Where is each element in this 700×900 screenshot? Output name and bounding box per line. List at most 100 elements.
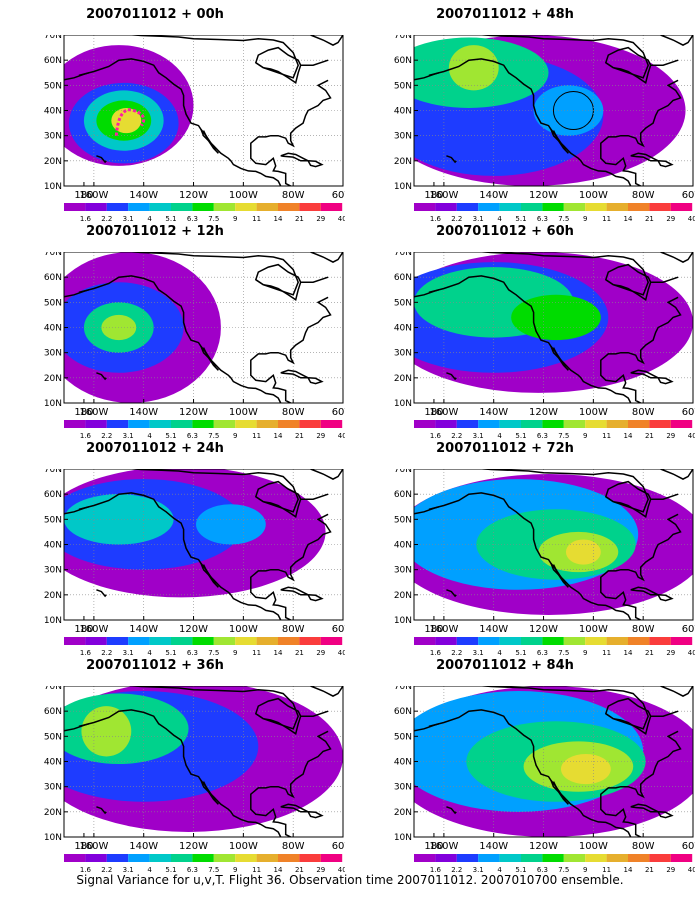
coastline <box>125 252 329 296</box>
x-tick-label: 60W <box>682 624 695 635</box>
colorbar-label: 7.5 <box>558 215 569 223</box>
colorbar-label: 5.1 <box>515 649 526 657</box>
colorbar-label: 21 <box>645 215 654 223</box>
x-tick-label: 120W <box>179 407 208 418</box>
coastline <box>125 35 329 79</box>
colorbar-label: 11 <box>252 432 261 440</box>
panel-12h: 2007011012 + 12h 10N 20N 30N 40N 50N 60N 70N 18… <box>5 222 345 440</box>
x-tick-label: 100W <box>229 624 258 635</box>
panel-36h: 2007011012 + 36h 10N 20N 30N 40N 50N 60N 70N 18… <box>5 656 345 874</box>
colorbar-swatch <box>149 637 171 645</box>
colorbar-label: 14 <box>624 866 633 874</box>
colorbar-label: 29 <box>666 215 675 223</box>
x-tick-label: 120W <box>529 190 558 201</box>
y-tick-label: 10N <box>44 616 62 626</box>
colorbar-swatch <box>128 203 150 211</box>
colorbar-swatch <box>213 203 236 211</box>
colorbar-label: 29 <box>666 432 675 440</box>
coastline <box>255 713 302 736</box>
colorbar-swatch <box>171 637 193 645</box>
variance-contour <box>565 539 601 565</box>
x-tick-label: 180 <box>74 190 93 201</box>
colorbar-swatch <box>106 637 129 645</box>
x-tick-label: 180 <box>424 624 443 635</box>
colorbar-swatch <box>649 203 671 211</box>
y-tick-label: 70N <box>44 686 62 692</box>
y-tick-label: 10N <box>44 182 62 192</box>
colorbar-label: 3.1 <box>123 649 134 657</box>
y-tick-label: 30N <box>394 349 412 359</box>
y-tick-label: 10N <box>394 182 412 192</box>
colorbar-swatch <box>171 203 193 211</box>
coastline <box>475 35 679 79</box>
colorbar-label: 4 <box>147 649 152 657</box>
coastline <box>605 496 652 519</box>
colorbar-label: 3.1 <box>473 215 484 223</box>
colorbar-swatch <box>456 854 479 862</box>
x-tick-label: 140W <box>129 841 158 852</box>
coastline <box>600 79 682 186</box>
colorbar-swatch <box>256 203 278 211</box>
colorbar-label: 4 <box>147 432 152 440</box>
colorbar-swatch <box>85 854 107 862</box>
colorbar-swatch <box>299 637 321 645</box>
colorbar-label: 3.1 <box>473 866 484 874</box>
colorbar-label: 2.2 <box>101 215 112 223</box>
colorbar-swatch <box>456 420 479 428</box>
coastline <box>657 377 674 385</box>
colorbar-swatch <box>499 637 521 645</box>
colorbar-label: 1.6 <box>430 215 442 223</box>
coastline <box>64 723 90 732</box>
colorbar-swatch <box>499 420 521 428</box>
coastline <box>250 79 332 186</box>
colorbar-label: 4 <box>147 866 152 874</box>
colorbar-label: 14 <box>274 432 283 440</box>
panel-title: 2007011012 + 36h <box>86 658 224 673</box>
y-tick-label: 60N <box>394 707 412 717</box>
colorbar-swatch <box>563 420 586 428</box>
coastline <box>96 589 107 598</box>
panel-title: 2007011012 + 60h <box>436 224 574 239</box>
colorbar-swatch <box>499 203 521 211</box>
y-tick-label: 40N <box>394 324 412 334</box>
coastline <box>78 275 282 403</box>
colorbar-swatch <box>192 203 214 211</box>
x-tick-label: 60W <box>682 407 695 418</box>
colorbar-label: 9 <box>233 215 237 223</box>
x-tick-label: 80W <box>282 624 305 635</box>
colorbar-label: 1.6 <box>80 215 92 223</box>
x-tick-label: 80W <box>282 190 305 201</box>
colorbar-swatch <box>670 637 693 645</box>
coastline <box>605 279 652 302</box>
panel-title: 2007011012 + 84h <box>436 658 574 673</box>
colorbar-swatch <box>85 203 107 211</box>
y-tick-label: 10N <box>394 399 412 409</box>
x-tick-label: 160W <box>429 624 458 635</box>
coastline <box>96 155 107 164</box>
colorbar-label: 14 <box>624 432 633 440</box>
coastline <box>250 296 332 403</box>
colorbar-label: 2.2 <box>101 432 112 440</box>
panel-title: 2007011012 + 72h <box>436 441 574 456</box>
colorbar-label: 9 <box>583 215 587 223</box>
coastline <box>630 369 659 379</box>
coastline <box>657 594 674 602</box>
colorbar-swatch <box>478 203 500 211</box>
colorbar-label: 40 <box>338 432 345 440</box>
colorbar-label: 2.2 <box>451 866 462 874</box>
contour-field <box>64 35 343 186</box>
coastline <box>255 279 302 302</box>
colorbar-label: 4 <box>497 215 502 223</box>
variance-contour <box>111 107 142 134</box>
x-tick-label: 180 <box>74 407 93 418</box>
colorbar-label: 29 <box>316 215 325 223</box>
colorbar-label: 21 <box>295 649 304 657</box>
colorbar-label: 29 <box>666 866 675 874</box>
coastline <box>446 806 457 815</box>
colorbar-swatch <box>85 420 107 428</box>
colorbar-swatch <box>521 854 543 862</box>
y-tick-label: 20N <box>394 808 412 818</box>
